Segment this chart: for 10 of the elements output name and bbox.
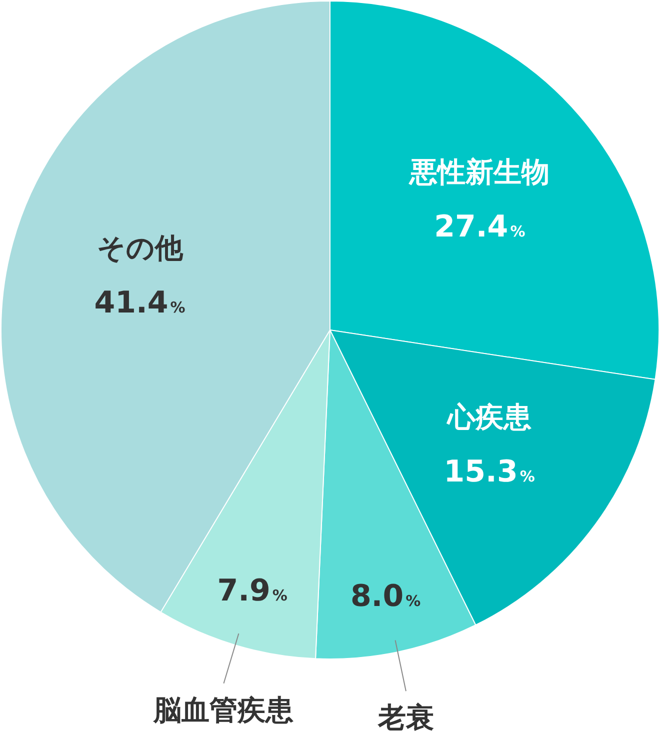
slice-label: 悪性新生物 (408, 155, 550, 188)
data-label: 27.4% (434, 209, 526, 244)
slice-label: 老衰 (376, 701, 434, 734)
slice-label: 脳血管疾患 (152, 693, 294, 726)
data-label: 41.4% (94, 285, 186, 320)
data-label: 7.9% (217, 573, 288, 608)
data-label: 15.3% (444, 454, 535, 490)
data-label: 8.0% (350, 579, 421, 614)
slice-label: その他 (96, 231, 184, 264)
slice-label: 心疾患 (445, 400, 532, 434)
